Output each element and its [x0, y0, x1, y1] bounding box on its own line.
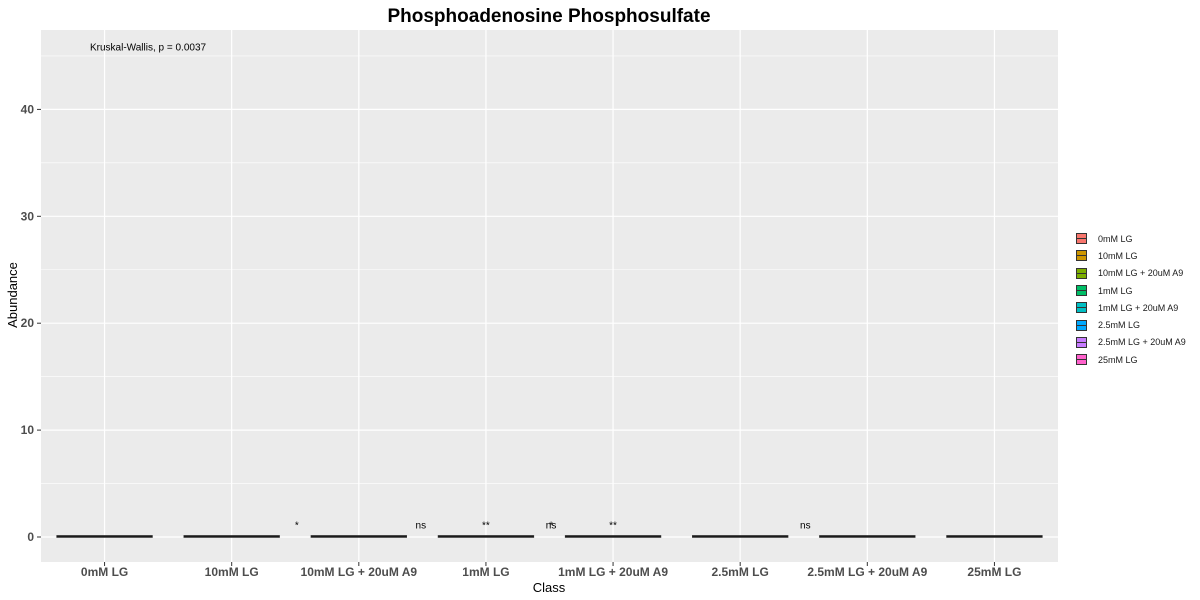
y-tick-label: 0	[27, 530, 34, 544]
legend-key	[1076, 267, 1087, 279]
legend-label: 0mM LG	[1098, 233, 1133, 244]
legend: 0mM LG 10mM LG 10mM LG + 20uM A9 1mM LG 1mM …	[1076, 230, 1186, 368]
box-10mm-lg-20um-a9	[310, 535, 407, 538]
box-1mm-lg	[437, 535, 535, 538]
legend-key	[1076, 336, 1087, 348]
x-tick-label: 10mM LG + 20uM A9	[301, 565, 418, 579]
legend-key	[1076, 250, 1087, 262]
y-tick-label: 10	[21, 423, 35, 437]
legend-label: 10mM LG	[1098, 250, 1138, 261]
legend-label: 1mM LG	[1098, 285, 1133, 296]
legend-item: 2.5mM LG	[1076, 316, 1186, 333]
legend-label: 2.5mM LG	[1098, 320, 1141, 331]
x-tick-label: 2.5mM LG + 20uM A9	[807, 565, 927, 579]
box-25mm-lg	[946, 535, 1043, 538]
significance-label: **	[609, 520, 617, 531]
kruskal-wallis-label: Kruskal-Wallis, p = 0.0037	[90, 43, 207, 54]
legend-label: 25mM LG	[1098, 354, 1138, 365]
significance-label: *	[295, 520, 299, 531]
y-tick-label: 40	[21, 102, 35, 116]
x-tick-label: 1mM LG + 20uM A9	[558, 565, 668, 579]
x-tick-label: 2.5mM LG	[712, 565, 769, 579]
legend-item: 25mM LG	[1076, 351, 1186, 368]
legend-label: 1mM LG + 20uM A9	[1098, 302, 1179, 313]
legend-item: 1mM LG	[1076, 282, 1186, 299]
y-axis-title: Abundance	[5, 262, 20, 328]
x-axis-title: Class	[533, 580, 566, 595]
box-2-5mm-lg	[692, 535, 789, 538]
legend-key	[1076, 285, 1087, 297]
x-tick-label: 25mM LG	[967, 565, 1021, 579]
box-10mm-lg	[183, 535, 280, 538]
significance-label: ns	[800, 520, 811, 531]
boxes-layer	[56, 535, 1043, 538]
significance-label: **	[482, 520, 490, 531]
y-tick-label: 20	[21, 316, 35, 330]
legend-key	[1076, 233, 1087, 245]
legend-item: 1mM LG + 20uM A9	[1076, 299, 1186, 316]
significance-label: ns	[546, 520, 557, 531]
box-1mm-lg-20um-a9	[564, 535, 662, 538]
legend-item: 10mM LG + 20uM A9	[1076, 265, 1186, 282]
legend-key	[1076, 354, 1087, 366]
significance-label: *	[549, 520, 553, 531]
legend-item: 2.5mM LG + 20uM A9	[1076, 334, 1186, 351]
y-tick-label: 30	[21, 209, 35, 223]
annotations-layer: Kruskal-Wallis, p = 0.0037* ns ** ns *** ns	[90, 43, 811, 532]
axes-layer: 0 10 20 30 40 0mM LG 10mM LG 10mM LG + 20uM A9 1…	[21, 102, 1022, 579]
legend-key	[1076, 302, 1087, 314]
chart-title: Phosphoadenosine Phosphosulfate	[387, 6, 710, 27]
x-tick-label: 10mM LG	[205, 565, 259, 579]
legend-item: 0mM LG	[1076, 230, 1186, 247]
significance-label: ns	[416, 520, 427, 531]
x-tick-label: 0mM LG	[81, 565, 128, 579]
x-tick-label: 1mM LG	[462, 565, 509, 579]
box-2-5mm-lg-20um-a9	[819, 535, 916, 538]
legend-item: 10mM LG	[1076, 247, 1186, 264]
box-0mm-lg	[56, 535, 153, 538]
panel-background	[41, 30, 1058, 562]
legend-key	[1076, 319, 1087, 331]
plot-panel	[41, 30, 1058, 562]
legend-label: 2.5mM LG + 20uM A9	[1098, 337, 1186, 348]
legend-label: 10mM LG + 20uM A9	[1098, 268, 1184, 279]
